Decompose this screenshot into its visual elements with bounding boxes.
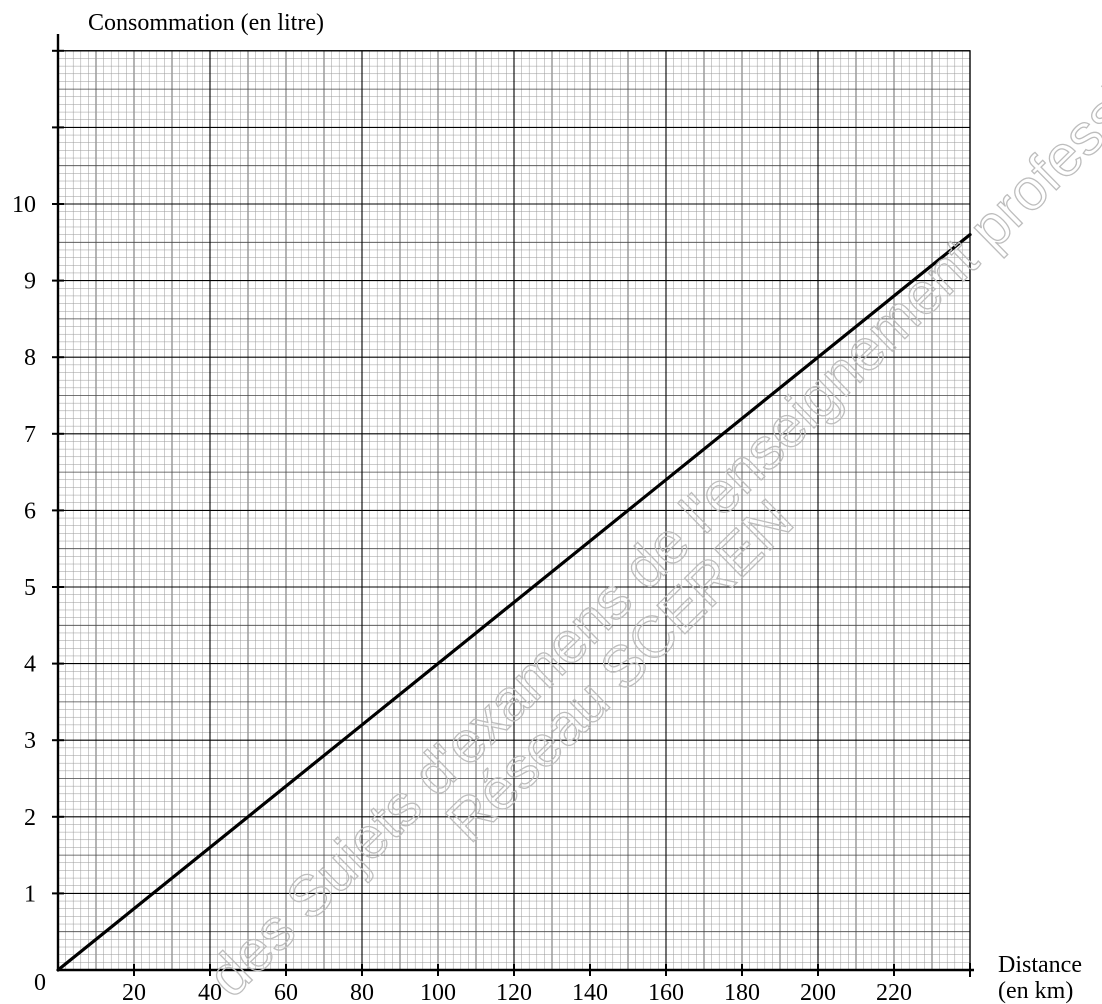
y-tick-label: 7 xyxy=(24,422,36,448)
y-tick-label: 8 xyxy=(24,345,36,371)
x-tick-label: 0 xyxy=(34,970,46,996)
x-axis-title-line1: Distance xyxy=(998,952,1082,978)
x-tick-label: 220 xyxy=(876,980,912,1004)
y-tick-label: 3 xyxy=(24,728,36,754)
x-tick-label: 180 xyxy=(724,980,760,1004)
x-tick-label: 140 xyxy=(572,980,608,1004)
x-ticks: 0 20 40 60 80 100 120 140 160 180 200 220 xyxy=(34,963,971,1004)
x-tick-label: 20 xyxy=(122,980,146,1004)
series xyxy=(56,233,972,972)
y-ticks: 1 2 3 4 5 6 7 8 9 10 xyxy=(12,49,64,907)
y-tick-label: 2 xyxy=(24,805,36,831)
y-axis-title: Consommation (en litre) xyxy=(88,10,324,36)
y-tick-label: 5 xyxy=(24,575,36,601)
y-tick-label: 4 xyxy=(24,652,36,678)
y-tick-label: 9 xyxy=(24,269,36,295)
x-tick-label: 120 xyxy=(496,980,532,1004)
x-tick-label: 80 xyxy=(350,980,374,1004)
y-tick-label: 10 xyxy=(12,192,36,218)
series-line xyxy=(56,233,972,972)
x-tick-label: 100 xyxy=(420,980,456,1004)
x-tick-label: 200 xyxy=(800,980,836,1004)
x-axis-title-line2: (en km) xyxy=(998,978,1073,1004)
y-tick-label: 6 xyxy=(24,498,36,524)
y-tick-label: 1 xyxy=(24,881,36,907)
x-tick-label: 40 xyxy=(198,980,222,1004)
x-tick-label: 160 xyxy=(648,980,684,1004)
x-tick-label: 60 xyxy=(274,980,298,1004)
